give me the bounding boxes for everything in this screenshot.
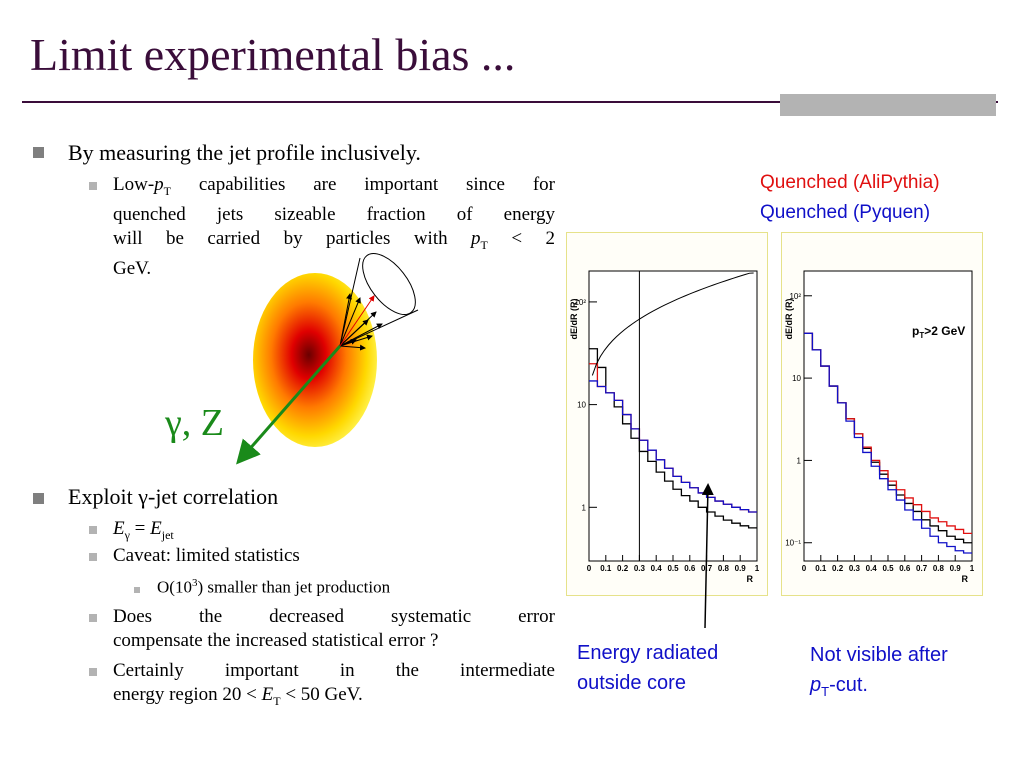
x-tick-label: 0.2 bbox=[832, 564, 844, 573]
sub-bullet-lowpt: Low-pT capabilities are important since … bbox=[113, 173, 555, 281]
series-line bbox=[804, 332, 972, 554]
sub-bullet-marker bbox=[89, 668, 97, 676]
medium-blob bbox=[253, 273, 377, 447]
cumulative-curve bbox=[591, 272, 754, 376]
lowpt-line-4: GeV. bbox=[113, 257, 152, 279]
note-energy-line-1: Energy radiated bbox=[577, 642, 719, 664]
sub-bullet-marker bbox=[89, 553, 97, 561]
x-tick-label: 0.2 bbox=[617, 564, 629, 573]
x-tick-label: 0.1 bbox=[600, 564, 612, 573]
y-tick-label: 10 bbox=[792, 374, 801, 383]
legend-pyquen: Quenched (Pyquen) bbox=[760, 202, 931, 223]
y-axis-label: dE/dR (R) bbox=[569, 299, 579, 340]
y-tick-label: 10² bbox=[789, 292, 801, 301]
bullet-marker bbox=[33, 493, 44, 504]
lowpt-line-1: Low-pT capabilities are important since … bbox=[113, 174, 555, 198]
note-not-visible-line-2: pT-cut. bbox=[810, 674, 868, 699]
pointer-arrow bbox=[701, 483, 714, 629]
x-tick-label: 0.8 bbox=[933, 564, 945, 573]
slide-title: Limit experimental bias ... bbox=[30, 29, 516, 80]
title-rule-accent bbox=[780, 94, 996, 116]
plot-frame bbox=[803, 270, 973, 562]
x-tick-label: 1 bbox=[755, 564, 760, 573]
plot-frame bbox=[588, 270, 758, 562]
x-tick-label: 0 bbox=[587, 564, 592, 573]
x-tick-label: 0.8 bbox=[718, 564, 730, 573]
x-axis-label: R bbox=[962, 574, 969, 584]
jet-cone-mouth bbox=[362, 253, 416, 315]
x-tick-label: 0 bbox=[802, 564, 807, 573]
sub-bullet-marker bbox=[89, 182, 97, 190]
x-axis-label: R bbox=[747, 574, 754, 584]
x-tick-label: 0.4 bbox=[866, 564, 878, 573]
legend-alipythia: Quenched (AliPythia) bbox=[760, 172, 940, 193]
bullet-jet-profile: By measuring the jet profile inclusively… bbox=[68, 140, 421, 165]
bullet-marker bbox=[33, 147, 44, 158]
chart-left: dE/dR (R)10²10100.10.20.30.40.50.60.70.8… bbox=[569, 270, 760, 584]
x-tick-label: 0.3 bbox=[849, 564, 861, 573]
systematics-line-1: Does the decreased systematic error bbox=[113, 606, 555, 627]
series-line bbox=[589, 348, 757, 529]
y-tick-label: 10 bbox=[577, 401, 586, 410]
x-tick-label: 0.5 bbox=[667, 564, 679, 573]
chart-right: dE/dR (R)10² 10 1 10⁻¹ 0 0.1 0.2 0.3 0.4 0.5 0.6 0.… bbox=[784, 270, 975, 584]
x-tick-label: 0.4 bbox=[651, 564, 663, 573]
energy-region-line-2: energy region 20 < ET < 50 GeV. bbox=[113, 684, 363, 708]
sub-bullet-energy-eq: Eγ = Ejet bbox=[113, 518, 174, 542]
pt-cut-annotation: pT>2 GeV bbox=[912, 324, 965, 340]
note-not-visible-line-1: Not visible after bbox=[810, 644, 948, 666]
x-tick-label: 0.1 bbox=[815, 564, 827, 573]
note-energy-radiated: Energy radiated outside core bbox=[577, 638, 718, 698]
series-line bbox=[589, 380, 757, 513]
y-tick-label: 1 bbox=[582, 503, 587, 512]
note-not-visible: Not visible after pT-cut. bbox=[810, 640, 948, 707]
sub-bullet-energy-region: Certainly important in the intermediate … bbox=[113, 659, 555, 713]
y-tick-label: 10⁻¹ bbox=[785, 539, 801, 548]
jet-particles bbox=[339, 293, 383, 351]
x-tick-label: 0.3 bbox=[634, 564, 646, 573]
boson-label: γ, Z bbox=[164, 402, 224, 444]
jet-illustration: γ, Z bbox=[164, 253, 419, 465]
sub-bullet-marker bbox=[89, 614, 97, 622]
lowpt-line-3: will be carried by particles with pT < 2 bbox=[113, 227, 556, 252]
y-tick-label: 1 bbox=[797, 456, 802, 465]
bullet-gamma-jet: Exploit γ-jet correlation bbox=[68, 484, 279, 509]
y-tick-label: 10² bbox=[574, 298, 586, 307]
lowpt-line-2: quenched jets sizeable fraction of energ… bbox=[113, 203, 555, 225]
x-tick-label: 0.9 bbox=[735, 564, 747, 573]
energy-region-line-1: Certainly important in the intermediate bbox=[113, 660, 555, 681]
sub-bullet-systematics: Does the decreased systematic error comp… bbox=[113, 605, 555, 653]
sub-bullet-caveat: Caveat: limited statistics bbox=[113, 545, 300, 566]
sub-sub-bullet-production: O(103) smaller than jet production bbox=[157, 577, 391, 597]
x-tick-label: 0.7 bbox=[916, 564, 928, 573]
chart-panel-right: dE/dR (R) 10² 10 1 10⁻¹ 0 0.1 0.2 0.3 0.4 0.5 0.6 0.… bbox=[781, 232, 983, 596]
chart-panel-left: dE/dR (R)10²10100.10.20.30.40.50.60.70.8… bbox=[566, 232, 768, 596]
note-energy-line-2: outside core bbox=[577, 672, 686, 694]
sub-sub-bullet-marker bbox=[134, 587, 140, 593]
x-tick-label: 0.6 bbox=[684, 564, 696, 573]
x-tick-label: 0.5 bbox=[882, 564, 894, 573]
x-tick-label: 0.6 bbox=[899, 564, 911, 573]
sub-bullet-marker bbox=[89, 526, 97, 534]
x-tick-label: 1 bbox=[970, 564, 975, 573]
x-tick-label: 0.9 bbox=[950, 564, 962, 573]
title-rule bbox=[22, 101, 998, 103]
y-axis-label: dE/dR (R) bbox=[784, 299, 794, 340]
boson-arrow bbox=[236, 345, 342, 465]
systematics-line-2: compensate the increased statistical err… bbox=[113, 630, 439, 651]
